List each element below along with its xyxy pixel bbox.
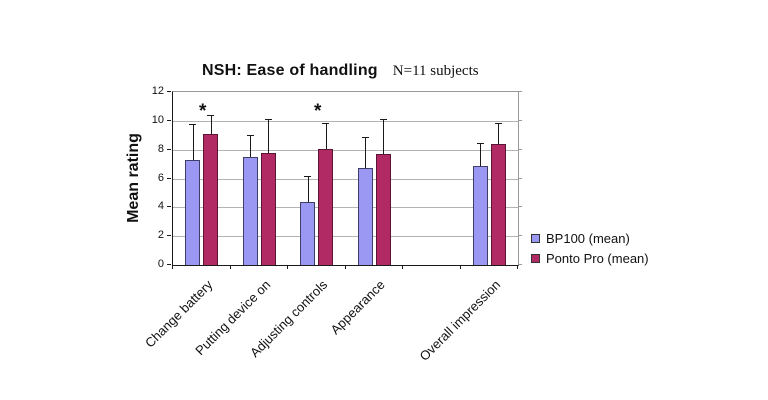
right-axis-tick [518,235,522,237]
y-axis-tick [167,148,171,150]
legend-swatch-bp100 [531,233,540,243]
y-axis-tick [167,119,171,121]
error-bar [383,118,385,154]
x-axis-tick [344,265,346,269]
legend-label-ponto-pro: Ponto Pro (mean) [546,250,649,266]
error-bar-cap [322,122,330,124]
y-tick-label: 6 [157,171,164,184]
x-axis-tick [287,265,288,269]
y-axis-tick [167,206,171,208]
chart-subtitle: N=11 subjects [392,63,479,79]
error-bar-cap [379,118,387,120]
error-bar-cap [361,136,369,138]
plot-area: * * [172,91,519,266]
error-bar [210,115,212,134]
right-axis-tick [518,177,522,179]
x-category-label: Overall impression [416,277,503,364]
legend-entry-ponto-pro: Ponto Pro (mean) [531,250,649,266]
legend-entry-bp100: BP100 (mean) [531,230,649,246]
y-tick-label: 4 [157,200,164,213]
bar-bp100 [300,201,316,265]
y-tick-label: 0 [157,258,164,270]
x-axis-tick [459,265,461,269]
error-bar-cap [264,119,272,121]
x-axis-tick [517,265,518,269]
y-axis-tick [167,177,171,179]
gridline [173,207,518,209]
error-bar [480,143,482,167]
bar-bp100 [185,160,201,265]
bar-ponto-pro [375,153,391,265]
right-axis-tick [518,206,522,208]
y-axis-tick [167,91,171,92]
right-axis-tick [518,91,522,92]
error-bar [192,123,194,161]
error-bar [325,122,327,149]
error-bar [365,136,367,168]
y-axis-tick [167,264,171,265]
bar-bp100 [472,166,488,265]
error-bar [268,119,270,154]
significance-asterisk: * [199,101,207,122]
legend-label-bp100: BP100 (mean) [546,230,630,246]
gridline [173,178,518,180]
chart-title: NSH: Ease of handling [202,62,378,79]
error-bar-cap [246,135,254,137]
error-bar-cap [476,143,484,145]
x-axis-tick [229,265,231,269]
chart-title-row: NSH: Ease of handling N=11 subjects [202,62,479,80]
y-tick-label: 12 [151,85,164,97]
right-axis-tick [518,119,522,121]
legend: BP100 (mean) Ponto Pro (mean) [531,231,649,271]
bar-ponto-pro [260,153,276,265]
error-bar [498,122,500,144]
error-bar-cap [189,123,197,125]
bar-bp100 [357,167,373,265]
y-axis-tick [167,235,171,237]
gridline [173,236,518,238]
x-axis-tick [402,265,403,269]
bar-ponto-pro [490,143,506,265]
x-axis-tick [172,265,173,269]
error-bar-cap [304,175,312,177]
right-axis-tick [518,148,522,150]
right-axis-tick [518,264,522,265]
gridline [173,149,518,151]
bar-ponto-pro [203,133,219,265]
x-category-label: Appearance [327,277,388,338]
bar-bp100 [242,156,258,265]
y-tick-label: 8 [157,142,164,155]
gridline [173,120,518,122]
legend-swatch-ponto-pro [531,253,540,263]
y-tick-label: 2 [157,229,164,242]
error-bar-cap [207,115,215,117]
error-bar-cap [494,122,502,124]
y-tick-label: 10 [151,113,164,126]
significance-asterisk: * [314,101,322,122]
bar-ponto-pro [318,148,334,265]
error-bar [250,135,252,157]
error-bar [307,175,309,202]
